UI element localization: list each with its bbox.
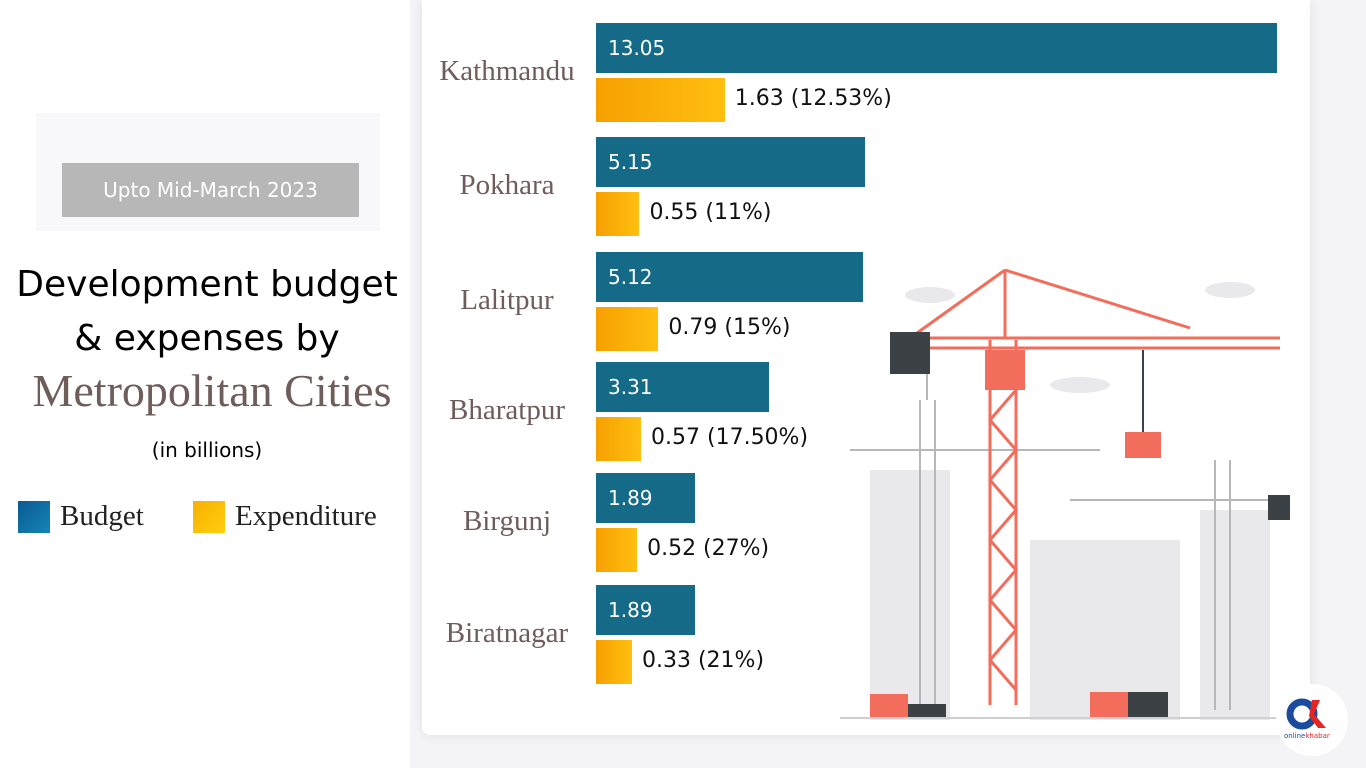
budget-bar: 1.89: [596, 473, 695, 523]
city-label: Pokhara: [459, 169, 555, 201]
expenditure-bar: [596, 192, 640, 236]
city-label: Bharatpur: [449, 394, 565, 426]
city-label: Birgunj: [462, 505, 552, 537]
title-line-1: Development budget: [16, 264, 398, 305]
expenditure-label: 0.55 (11%): [649, 200, 772, 225]
expenditure-label: 1.63 (12.53%): [734, 86, 892, 111]
legend-label: Budget: [60, 500, 144, 532]
onlinekhabar-logo: onlinekhabar: [1276, 684, 1348, 756]
budget-bar: 5.15: [596, 137, 865, 187]
expenditure-swatch: [193, 500, 225, 533]
expenditure-bar: [596, 307, 659, 351]
date-badge: Upto Mid-March 2023: [62, 163, 359, 217]
expenditure-label: 0.79 (15%): [668, 315, 791, 340]
legend-expenditure: Expenditure: [193, 500, 377, 533]
city-label: Biratnagar: [445, 617, 569, 649]
budget-bar: 13.05: [596, 23, 1277, 73]
expenditure-label: 0.52 (27%): [647, 536, 770, 561]
budget-bar: 5.12: [596, 252, 864, 302]
expenditure-label: 0.33 (21%): [642, 648, 765, 673]
city-label: Kathmandu: [439, 55, 575, 87]
budget-bar: 3.31: [596, 362, 769, 412]
svg-text:onlinekhabar: onlinekhabar: [1284, 732, 1330, 740]
title-line-3: Metropolitan Cities: [32, 365, 392, 416]
budget-swatch: [18, 500, 50, 533]
title-line-2: & expenses by: [74, 318, 340, 359]
expenditure-bar: [596, 417, 642, 461]
budget-bar: 1.89: [596, 585, 695, 635]
expenditure-bar: [596, 78, 725, 122]
expenditure-label: 0.57 (17.50%): [651, 425, 809, 450]
expenditure-bar: [596, 640, 632, 684]
legend-label: Expenditure: [235, 500, 377, 532]
legend-budget: Budget: [18, 500, 144, 533]
unit-label: (in billions): [151, 438, 263, 462]
expenditure-bar: [596, 528, 638, 572]
city-label: Lalitpur: [460, 284, 554, 316]
construction-crane-illustration: [840, 268, 1300, 720]
